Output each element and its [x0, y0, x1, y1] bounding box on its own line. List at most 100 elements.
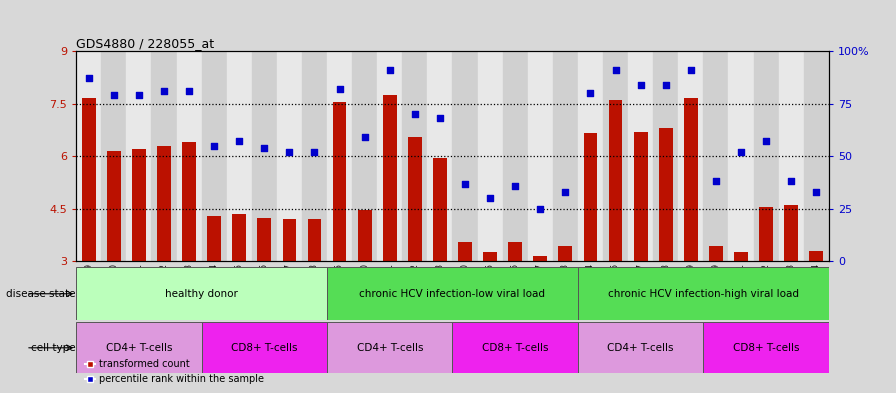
- Bar: [277, 51, 302, 261]
- Bar: [728, 51, 754, 261]
- Bar: [427, 51, 452, 261]
- Bar: [232, 214, 246, 366]
- Text: cell type: cell type: [31, 343, 76, 353]
- Bar: [734, 252, 748, 366]
- Bar: [709, 246, 723, 366]
- Bar: [583, 134, 598, 366]
- Bar: [508, 242, 522, 366]
- Text: CD8+ T-cells: CD8+ T-cells: [482, 343, 548, 353]
- Bar: [76, 51, 101, 261]
- Bar: [332, 102, 347, 366]
- Point: [508, 182, 522, 189]
- Point: [533, 206, 547, 212]
- Point: [483, 195, 497, 201]
- Point: [232, 138, 246, 145]
- Point: [458, 180, 472, 187]
- Point: [709, 178, 723, 185]
- Bar: [227, 51, 252, 261]
- Bar: [603, 51, 628, 261]
- Bar: [132, 149, 146, 366]
- Bar: [578, 267, 829, 320]
- Point: [82, 75, 96, 82]
- Bar: [653, 51, 678, 261]
- Point: [659, 82, 673, 88]
- Point: [784, 178, 798, 185]
- Bar: [608, 100, 623, 366]
- Point: [433, 115, 447, 121]
- Bar: [684, 98, 698, 366]
- Bar: [126, 51, 151, 261]
- Bar: [408, 137, 422, 366]
- Bar: [478, 51, 503, 261]
- Text: chronic HCV infection-low viral load: chronic HCV infection-low viral load: [359, 289, 546, 299]
- Bar: [659, 128, 673, 366]
- Bar: [101, 51, 126, 261]
- Bar: [352, 51, 377, 261]
- Bar: [302, 51, 327, 261]
- Bar: [703, 322, 829, 373]
- Bar: [633, 132, 648, 366]
- Bar: [452, 51, 478, 261]
- Bar: [252, 51, 277, 261]
- Text: healthy donor: healthy donor: [165, 289, 238, 299]
- Point: [358, 134, 372, 140]
- Bar: [703, 51, 728, 261]
- Bar: [107, 151, 121, 366]
- Text: CD4+ T-cells: CD4+ T-cells: [607, 343, 674, 353]
- Bar: [754, 51, 779, 261]
- Point: [608, 67, 623, 73]
- Bar: [458, 242, 472, 366]
- Point: [182, 88, 196, 94]
- Point: [307, 149, 322, 155]
- Bar: [433, 158, 447, 366]
- Point: [734, 149, 748, 155]
- Bar: [578, 51, 603, 261]
- Bar: [202, 322, 327, 373]
- Bar: [151, 51, 177, 261]
- Bar: [678, 51, 703, 261]
- Text: CD4+ T-cells: CD4+ T-cells: [357, 343, 423, 353]
- Point: [383, 67, 397, 73]
- Point: [583, 90, 598, 96]
- Text: CD8+ T-cells: CD8+ T-cells: [231, 343, 297, 353]
- Text: GDS4880 / 228055_at: GDS4880 / 228055_at: [76, 37, 214, 50]
- Bar: [383, 95, 397, 366]
- Bar: [307, 219, 322, 366]
- Bar: [202, 51, 227, 261]
- Bar: [358, 210, 372, 366]
- Point: [132, 92, 146, 98]
- Text: disease state: disease state: [6, 289, 76, 299]
- Bar: [628, 51, 653, 261]
- Bar: [779, 51, 804, 261]
- Text: CD8+ T-cells: CD8+ T-cells: [733, 343, 799, 353]
- Bar: [76, 322, 202, 373]
- Bar: [503, 51, 528, 261]
- Bar: [327, 267, 578, 320]
- Legend: transformed count, percentile rank within the sample: transformed count, percentile rank withi…: [81, 356, 267, 388]
- Bar: [759, 207, 773, 366]
- Bar: [558, 246, 573, 366]
- Bar: [177, 51, 202, 261]
- Bar: [157, 146, 171, 366]
- Point: [759, 138, 773, 145]
- Bar: [182, 142, 196, 366]
- Point: [809, 189, 823, 195]
- Bar: [533, 256, 547, 366]
- Text: CD4+ T-cells: CD4+ T-cells: [106, 343, 172, 353]
- Bar: [804, 51, 829, 261]
- Point: [633, 82, 648, 88]
- Bar: [257, 218, 271, 366]
- Point: [684, 67, 698, 73]
- Bar: [282, 219, 297, 366]
- Bar: [578, 322, 703, 373]
- Point: [558, 189, 573, 195]
- Bar: [809, 251, 823, 366]
- Point: [408, 111, 422, 118]
- Bar: [402, 51, 427, 261]
- Bar: [553, 51, 578, 261]
- Point: [207, 143, 221, 149]
- Text: chronic HCV infection-high viral load: chronic HCV infection-high viral load: [607, 289, 799, 299]
- Point: [282, 149, 297, 155]
- Bar: [377, 51, 402, 261]
- Bar: [784, 205, 798, 366]
